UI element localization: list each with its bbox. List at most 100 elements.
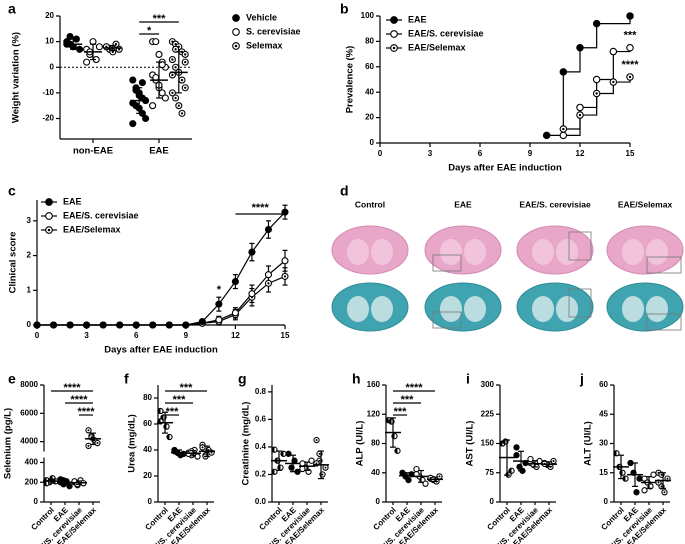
x-tick-label: Control [485,506,511,532]
data-point [178,76,186,84]
he-core [440,239,462,265]
data-point [198,317,206,326]
data-point [172,45,180,53]
x-tick-label: 3 [428,149,433,158]
x-axis-label: Days after EAE induction [104,345,218,356]
legend-marker-body [45,198,53,206]
lesion-box [646,256,682,274]
x-tick-label: 6 [478,149,483,158]
data-point-body [264,271,273,279]
data-point [513,444,520,451]
data-point [613,450,620,457]
legend-marker [45,198,53,206]
legend-marker-center [234,44,238,48]
data-point [271,446,278,453]
data-point [322,464,329,471]
lfb-section [424,282,502,332]
x-tick-label: 0 [35,331,40,340]
data-point-body [161,94,169,102]
y-tick-label: 0 [34,497,39,506]
x-tick-label: Control [29,506,55,532]
data-point-body [83,58,91,66]
data-point [172,94,180,102]
data-point-body [215,316,223,324]
data-point-center [180,78,184,82]
data-point [527,455,534,463]
data-point [592,19,601,28]
y-tick-label: -10 [42,88,54,97]
legend-marker [232,14,240,22]
data-point [280,450,287,457]
legend-marker [232,28,240,36]
lesion-box [568,288,592,318]
data-point [152,38,160,46]
data-point [281,272,289,280]
data-point-body [149,102,157,110]
data-point-center [657,481,660,484]
y-tick-label: 400 [25,458,39,467]
data-point [181,50,189,58]
data-point [248,290,256,298]
y-tick-label: 0 [27,320,32,329]
data-point [168,56,176,64]
significance-label: *** [394,406,408,418]
y-tick-label: 120 [367,409,381,418]
x-tick-label: non-EAE [73,146,113,157]
significance-label: *** [153,13,167,25]
data-point-body [308,457,315,464]
y-tick-label: 4000 [20,437,38,446]
data-point [199,444,206,451]
data-point-center [90,436,93,439]
he-core [622,239,644,265]
data-point-body [626,43,634,52]
data-point-center [111,50,114,54]
y-axis-label: AST (UI/L) [465,421,476,467]
data-point-body [281,257,289,265]
data-point-body [149,321,157,329]
y-tick-label: 2 [27,251,32,260]
y-axis-label: Weight variation (%) [11,32,22,123]
data-point-body [132,321,140,329]
data-point [175,102,183,110]
data-point [231,309,239,317]
data-point-center [210,451,213,454]
panel-letter: c [8,183,16,199]
data-point [513,452,520,459]
data-point [633,489,640,496]
series-line [37,260,286,326]
data-point [592,75,601,84]
x-tick-label: 9 [528,149,533,158]
data-point-half [280,451,284,457]
y-axis-label: ALT (UI/L) [583,421,594,466]
data-point [231,278,239,286]
data-point-body [194,453,201,460]
data-point-center [666,477,669,480]
data-point-half [166,434,170,440]
data-point-body [559,131,568,140]
legend-label: EAE/Selemax [63,224,121,234]
x-tick-label: 6 [134,331,139,340]
data-point [149,102,157,110]
data-point [49,321,58,329]
legend-label: Selemax [246,40,283,50]
data-point [636,475,643,482]
data-point [85,427,92,434]
data-point [99,321,107,329]
he-section [516,225,594,275]
data-point-body [152,38,160,46]
data-point [576,43,584,52]
column-label: EAE/S. cerevisiae [519,199,591,209]
data-point-body [66,32,74,41]
data-point-body [636,475,643,482]
panel-letter: h [352,371,361,387]
data-point [559,131,568,140]
y-axis-label: Clinical score [8,232,19,294]
data-point-body [165,321,173,329]
y-tick-label: 0 [376,497,381,506]
legend-marker [45,212,53,220]
x-tick-label: 9 [184,331,189,340]
lesion-box [568,231,592,261]
legend-marker-center [392,46,396,50]
data-point-center [318,459,321,462]
data-point-body [198,317,206,326]
